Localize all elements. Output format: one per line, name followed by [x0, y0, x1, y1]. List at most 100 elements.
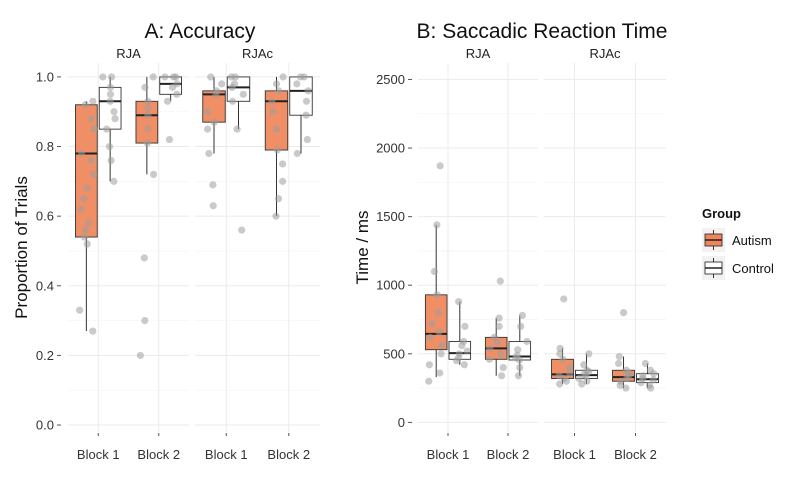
- panel-b-reaction-time: B: Saccadic Reaction Time Time / ms 0 500 10…: [353, 20, 667, 462]
- data-point: [296, 73, 305, 81]
- b-y-tick-label: 1000: [376, 278, 405, 293]
- data-point: [302, 97, 311, 105]
- b-y-tick-label: 2000: [376, 141, 405, 156]
- data-point: [212, 87, 221, 95]
- data-point: [83, 184, 91, 192]
- data-point: [622, 366, 631, 374]
- a-y-axis-label: Proportion of Trials: [12, 176, 31, 319]
- data-point: [649, 376, 657, 384]
- data-point: [279, 73, 287, 81]
- data-point: [495, 314, 503, 322]
- data-point: [110, 108, 118, 116]
- data-point: [89, 170, 98, 178]
- panel-a-accuracy: A: Accuracy Proportion of Trials 0.0 0.2 0.4…: [12, 20, 320, 462]
- legend-item-control: Control: [702, 256, 774, 280]
- a-facet-rja: RJA Block 1 Block 2: [68, 46, 189, 462]
- a-facet-rjac: RJAc Block 1 Block 2: [195, 46, 320, 462]
- data-point: [303, 135, 311, 144]
- data-point: [210, 118, 218, 126]
- data-point: [76, 306, 84, 314]
- data-point: [559, 355, 567, 363]
- data-point: [141, 83, 149, 91]
- data-point: [82, 226, 90, 234]
- data-point: [560, 295, 568, 303]
- data-point: [514, 372, 523, 380]
- data-point: [103, 125, 111, 133]
- data-point: [426, 333, 434, 341]
- data-point: [80, 233, 89, 241]
- data-point: [498, 372, 506, 380]
- data-point: [490, 333, 498, 341]
- data-point: [207, 73, 215, 81]
- data-point: [209, 181, 217, 189]
- data-point: [144, 97, 152, 105]
- data-point: [514, 346, 522, 354]
- legend: Group Autism Control: [702, 206, 774, 280]
- data-point: [149, 170, 158, 178]
- data-point: [517, 322, 525, 330]
- data-point: [204, 108, 212, 116]
- data-point: [463, 347, 471, 355]
- data-point: [460, 337, 468, 346]
- a-x-tick-label: Block 1: [77, 447, 120, 462]
- a-facet-label: RJAc: [242, 46, 274, 61]
- data-point: [89, 97, 97, 105]
- data-point: [583, 377, 591, 385]
- data-point: [435, 328, 443, 336]
- data-point: [436, 369, 444, 377]
- data-point: [293, 149, 301, 158]
- b-chart-title: B: Saccadic Reaction Time: [417, 20, 668, 43]
- data-point: [233, 125, 241, 133]
- data-point: [140, 254, 148, 262]
- data-point: [87, 115, 95, 123]
- b-y-tick-label: 0: [398, 415, 405, 430]
- data-point: [99, 73, 107, 81]
- data-point: [279, 160, 287, 168]
- data-point: [555, 372, 563, 380]
- data-point: [565, 363, 573, 372]
- b-x-tick-label: Block 2: [614, 447, 657, 462]
- b-x-tick-label: Block 2: [487, 447, 530, 462]
- data-point: [77, 149, 86, 158]
- data-point: [302, 111, 310, 119]
- data-point: [274, 195, 283, 203]
- legend-title: Group: [702, 206, 741, 221]
- box-iqr: [289, 76, 313, 116]
- data-point: [218, 80, 226, 88]
- b-box-control-block-1: [448, 298, 472, 369]
- data-point: [144, 111, 152, 119]
- a-y-tick-label: 0.0: [36, 418, 54, 433]
- data-point: [165, 135, 174, 144]
- b-facet-label: RJAc: [589, 46, 621, 61]
- data-point: [455, 298, 463, 306]
- data-point: [106, 97, 114, 105]
- data-point: [83, 240, 91, 248]
- data-point: [209, 202, 217, 210]
- b-facet-rja: RJA Block 1 Block 2: [418, 46, 538, 462]
- data-point: [231, 73, 239, 81]
- data-point: [87, 156, 95, 165]
- data-point: [272, 80, 281, 88]
- data-point: [272, 125, 281, 133]
- box-iqr: [424, 294, 448, 351]
- data-point: [496, 277, 504, 285]
- a-box-autism-block-2: [264, 73, 289, 220]
- data-point: [614, 359, 623, 368]
- data-point: [89, 327, 97, 335]
- b-y-axis-label: Time / ms: [353, 211, 372, 285]
- a-y-tick-label: 1.0: [36, 69, 54, 84]
- data-point: [433, 291, 441, 299]
- b-box-control-block-1: [575, 350, 598, 388]
- data-point: [144, 104, 152, 112]
- data-point: [84, 219, 92, 227]
- a-box-control-block-1: [226, 73, 251, 234]
- a-box-control-block-2: [289, 73, 313, 158]
- data-point: [172, 73, 180, 81]
- b-x-tick-label: Block 1: [427, 447, 470, 462]
- data-point: [438, 341, 446, 350]
- data-point: [275, 87, 283, 95]
- data-point: [461, 322, 469, 330]
- data-point: [173, 80, 181, 88]
- data-point: [106, 83, 115, 91]
